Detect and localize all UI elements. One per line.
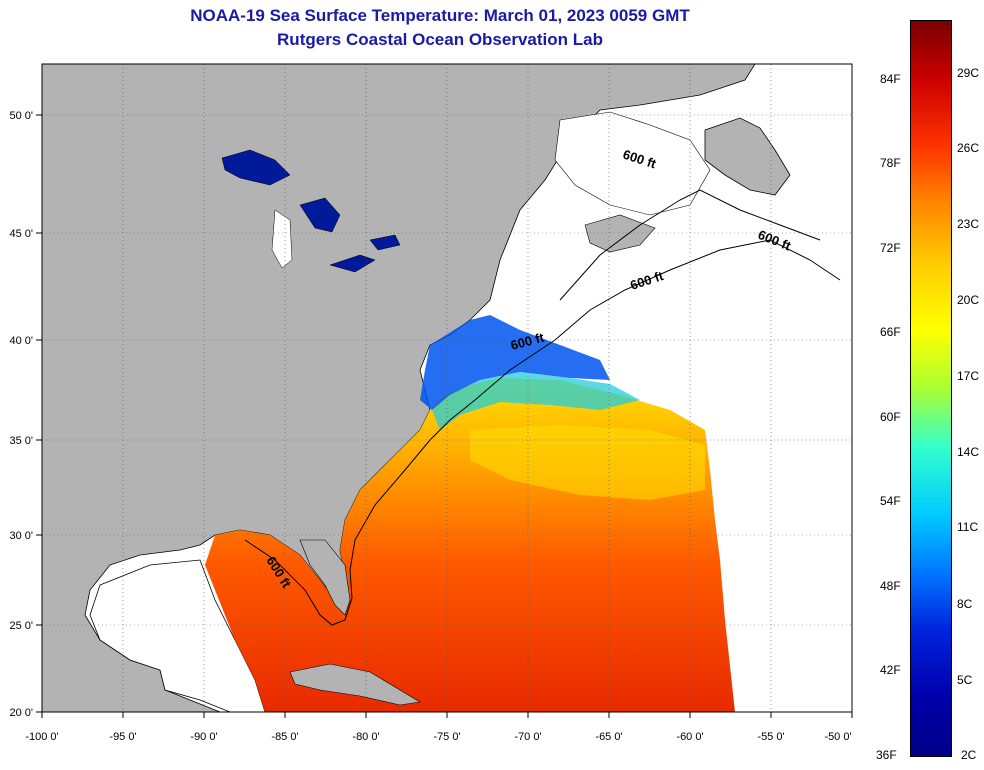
colorbar-label-c: 29C bbox=[957, 66, 980, 80]
latitude-label: 45 0' bbox=[9, 228, 33, 240]
colorbar-label-f: 54F bbox=[880, 494, 901, 508]
newfoundland-land bbox=[704, 117, 791, 196]
latitude-label: 20 0' bbox=[9, 707, 33, 719]
longitude-label: -90 0' bbox=[190, 731, 217, 743]
map-subtitle: Rutgers Coastal Ocean Observation Lab bbox=[277, 30, 603, 49]
colorbar-label-c: 20C bbox=[957, 293, 980, 307]
map-title: NOAA-19 Sea Surface Temperature: March 0… bbox=[190, 6, 690, 25]
colorbar-label-c: 23C bbox=[957, 217, 980, 231]
gulf-of-mexico bbox=[89, 559, 266, 712]
colorbar-label-f: 36F bbox=[876, 748, 897, 762]
colorbar-label-c: 8C bbox=[957, 597, 973, 611]
latitude-label: 50 0' bbox=[9, 110, 33, 122]
longitude-label: -50 0' bbox=[824, 731, 851, 743]
colorbar-label-c: 14C bbox=[957, 445, 980, 459]
colorbar-label-c: 11C bbox=[957, 520, 979, 534]
colorbar-label-f: 60F bbox=[880, 410, 901, 424]
longitude-label: -70 0' bbox=[514, 731, 541, 743]
longitude-label: -60 0' bbox=[676, 731, 703, 743]
colorbar-label-c: 5C bbox=[957, 673, 973, 687]
temperature-colorbar bbox=[910, 20, 952, 757]
longitude-label: -100 0' bbox=[25, 731, 58, 743]
colorbar-label-c: 17C bbox=[957, 369, 980, 383]
longitude-label: -75 0' bbox=[433, 731, 460, 743]
latitude-label: 25 0' bbox=[9, 620, 33, 632]
lake-superior bbox=[221, 149, 291, 186]
colorbar-label-f: 42F bbox=[880, 663, 901, 677]
longitude-label: -95 0' bbox=[109, 731, 136, 743]
cuba-land bbox=[289, 663, 421, 706]
lake-huron bbox=[299, 197, 341, 233]
colorbar-label-f: 78F bbox=[880, 156, 901, 170]
colorbar-label-c: 2C bbox=[961, 748, 977, 762]
nova-scotia-land bbox=[584, 214, 656, 253]
florida-land bbox=[299, 539, 351, 616]
lake-michigan bbox=[271, 209, 293, 269]
colorbar-label-f: 84F bbox=[880, 72, 901, 86]
longitude-label: -55 0' bbox=[757, 731, 784, 743]
colorbar-label-f: 72F bbox=[880, 241, 901, 255]
longitude-label: -80 0' bbox=[352, 731, 379, 743]
latitude-label: 35 0' bbox=[9, 435, 33, 447]
lake-erie bbox=[329, 254, 376, 273]
colorbar-label-f: 48F bbox=[880, 579, 901, 593]
colorbar-label-f: 66F bbox=[880, 325, 901, 339]
longitude-label: -65 0' bbox=[595, 731, 622, 743]
colorbar-label-c: 26C bbox=[957, 141, 980, 155]
latitude-label: 40 0' bbox=[9, 335, 33, 347]
latitude-label: 30 0' bbox=[9, 530, 33, 542]
warm-sargasso-yellow bbox=[470, 425, 705, 500]
shelf-transition bbox=[432, 372, 640, 430]
isobath-600ft-north bbox=[559, 189, 821, 301]
longitude-label: -85 0' bbox=[271, 731, 298, 743]
graticule bbox=[42, 64, 852, 712]
axis-ticks bbox=[36, 114, 853, 718]
lake-ontario bbox=[369, 234, 401, 251]
